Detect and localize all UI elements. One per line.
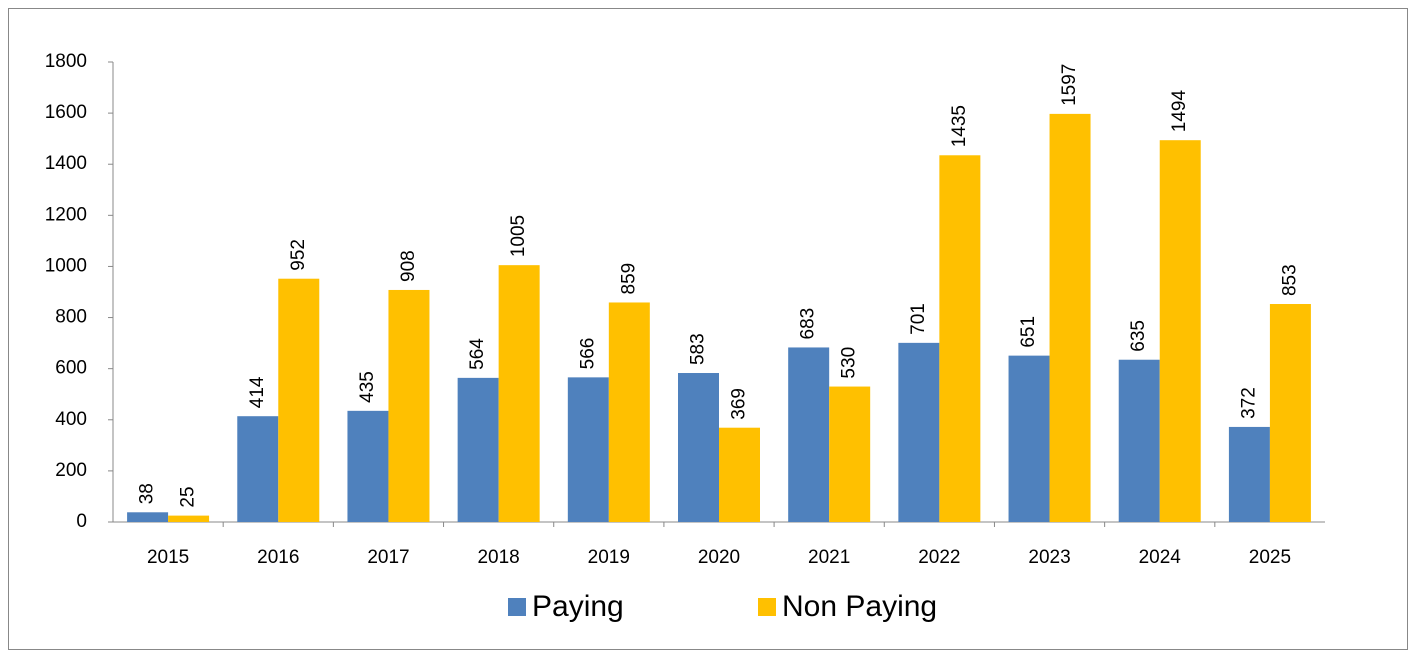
bar bbox=[278, 278, 320, 522]
y-tick-label: 400 bbox=[55, 409, 87, 430]
data-label: 908 bbox=[398, 250, 419, 282]
data-label: 952 bbox=[288, 239, 309, 271]
data-label: 566 bbox=[577, 338, 598, 370]
data-label: 635 bbox=[1128, 320, 1149, 352]
y-tick-label: 200 bbox=[55, 460, 87, 481]
data-label: 1005 bbox=[508, 215, 529, 257]
y-tick-label: 1800 bbox=[45, 51, 87, 72]
y-tick-label: 1000 bbox=[45, 255, 87, 276]
data-label: 1597 bbox=[1059, 64, 1080, 106]
data-label: 853 bbox=[1279, 264, 1300, 296]
data-label: 683 bbox=[798, 308, 819, 340]
bar bbox=[457, 377, 499, 522]
y-tick-label: 0 bbox=[76, 511, 87, 532]
data-label: 369 bbox=[729, 388, 750, 420]
legend-swatch bbox=[508, 598, 526, 616]
bar bbox=[678, 373, 719, 522]
data-label: 1435 bbox=[949, 105, 970, 147]
x-tick-label: 2024 bbox=[1139, 547, 1182, 568]
x-tick-label: 2022 bbox=[918, 547, 960, 568]
x-tick-label: 2020 bbox=[698, 547, 740, 568]
bar bbox=[1049, 113, 1091, 522]
data-label: 859 bbox=[618, 263, 639, 295]
data-label: 25 bbox=[178, 486, 199, 507]
y-tick-label: 600 bbox=[55, 358, 87, 379]
bar bbox=[1008, 355, 1050, 522]
bar bbox=[719, 427, 760, 522]
y-tick-label: 1400 bbox=[45, 153, 87, 174]
data-label: 1494 bbox=[1169, 89, 1190, 132]
bar bbox=[939, 155, 981, 522]
bar bbox=[608, 302, 650, 522]
bar bbox=[127, 512, 169, 522]
bar bbox=[1228, 426, 1270, 522]
bar bbox=[1159, 140, 1201, 522]
data-label: 651 bbox=[1018, 316, 1039, 348]
data-label: 701 bbox=[908, 303, 929, 335]
data-label: 38 bbox=[137, 483, 158, 504]
bar bbox=[498, 265, 540, 522]
legend-label: Paying bbox=[532, 590, 624, 623]
bar bbox=[567, 377, 609, 522]
x-tick-label: 2015 bbox=[147, 547, 189, 568]
bar bbox=[788, 347, 830, 522]
data-label: 583 bbox=[688, 333, 709, 365]
bar bbox=[1269, 304, 1311, 522]
data-label: 564 bbox=[467, 338, 488, 370]
data-label: 530 bbox=[839, 347, 860, 379]
y-tick-label: 1600 bbox=[45, 102, 87, 123]
legend-label: Non Paying bbox=[782, 590, 937, 623]
data-label: 414 bbox=[247, 376, 268, 408]
bar bbox=[388, 289, 430, 522]
data-label: 372 bbox=[1238, 387, 1259, 419]
data-label: 435 bbox=[357, 371, 378, 403]
x-tick-label: 2018 bbox=[477, 547, 519, 568]
bar bbox=[237, 416, 279, 522]
x-tick-label: 2016 bbox=[257, 547, 299, 568]
y-tick-label: 800 bbox=[55, 307, 87, 328]
x-tick-label: 2023 bbox=[1028, 547, 1070, 568]
x-tick-label: 2017 bbox=[367, 547, 409, 568]
x-tick-label: 2019 bbox=[588, 547, 630, 568]
legend-swatch bbox=[758, 598, 776, 616]
y-tick-label: 1200 bbox=[45, 204, 87, 225]
x-tick-label: 2025 bbox=[1249, 547, 1291, 568]
bar bbox=[898, 342, 940, 522]
bar bbox=[829, 386, 871, 522]
bar bbox=[347, 410, 389, 522]
bar bbox=[1118, 359, 1160, 522]
bar bbox=[168, 515, 210, 522]
x-tick-label: 2021 bbox=[808, 547, 850, 568]
